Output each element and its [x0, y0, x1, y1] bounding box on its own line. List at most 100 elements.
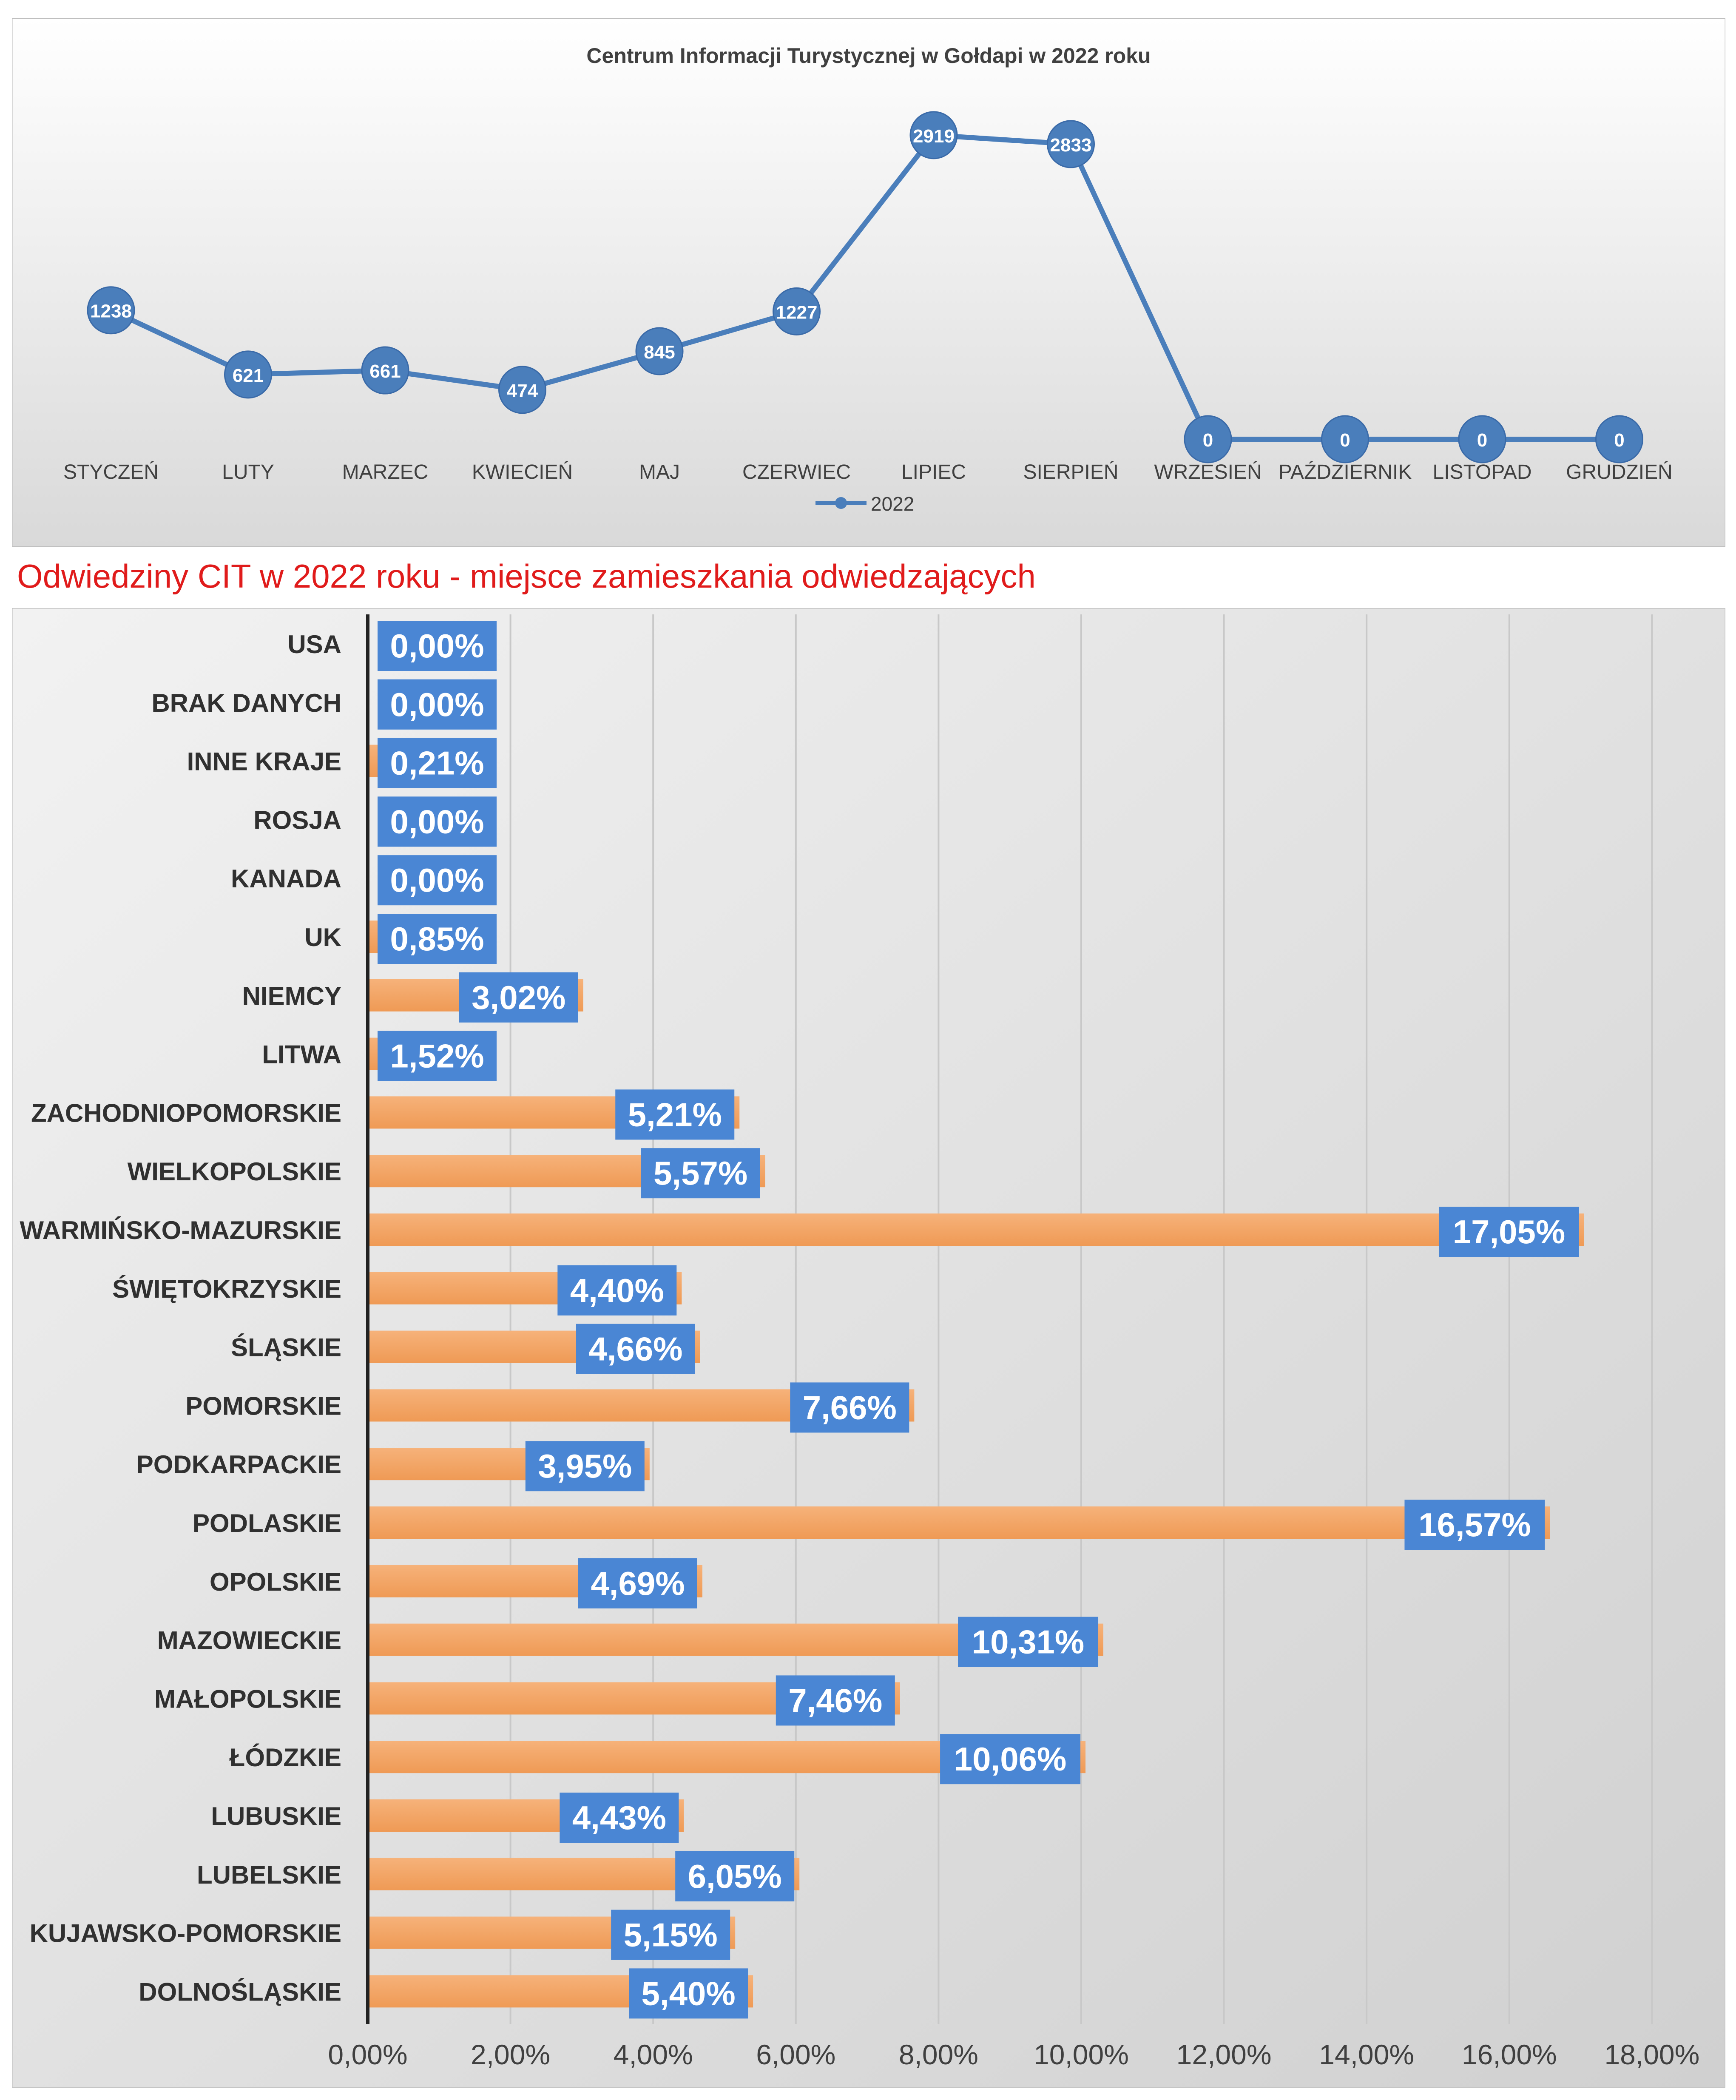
- data-label: 0,00%: [390, 627, 484, 665]
- data-label-box: [940, 1734, 1081, 1785]
- data-label-box: [378, 855, 497, 906]
- category-label: DOLNOŚLĄSKIE: [139, 1978, 341, 2006]
- category-label: LITWA: [262, 1040, 341, 1069]
- data-label: 17,05%: [1453, 1213, 1566, 1250]
- data-label-box: [1404, 1500, 1545, 1550]
- category-label: MAŁOPOLSKIE: [154, 1685, 341, 1713]
- month-label: LUTY: [222, 461, 274, 483]
- x-tick-label: 2,00%: [471, 2039, 550, 2070]
- bar: [368, 1213, 1584, 1246]
- month-label: PAŹDZIERNIK: [1279, 461, 1412, 483]
- data-label-box: [675, 1851, 795, 1901]
- data-label-box: [560, 1793, 679, 1843]
- category-label: ZACHODNIOPOMORSKIE: [31, 1099, 341, 1127]
- data-label-box: [378, 796, 497, 847]
- x-tick-label: 6,00%: [756, 2039, 835, 2070]
- data-label: 1227: [776, 302, 818, 323]
- data-label-box: [611, 1910, 730, 1960]
- data-label-box: [1438, 1207, 1579, 1257]
- x-tick-label: 10,00%: [1034, 2039, 1129, 2070]
- data-point: [773, 287, 821, 335]
- data-label: 4,69%: [591, 1565, 685, 1602]
- data-label: 5,57%: [653, 1154, 747, 1192]
- month-label: CZERWIEC: [742, 461, 851, 483]
- data-label: 5,15%: [624, 1916, 718, 1954]
- x-tick-label: 8,00%: [899, 2039, 978, 2070]
- bar-chart-background: [12, 608, 1725, 2088]
- category-label: LUBUSKIE: [211, 1802, 341, 1830]
- category-label: PODKARPACKIE: [136, 1450, 341, 1479]
- month-label: KWIECIEŃ: [472, 461, 573, 483]
- month-label: GRUDZIEŃ: [1566, 461, 1673, 483]
- category-label: PODLASKIE: [193, 1509, 341, 1537]
- data-label: 7,66%: [803, 1389, 897, 1426]
- data-point: [635, 327, 684, 375]
- data-label-box: [378, 914, 497, 964]
- data-label-box: [790, 1382, 909, 1433]
- line-legend: 2022: [815, 493, 914, 515]
- data-label-box: [641, 1148, 760, 1199]
- category-label: ROSJA: [253, 806, 341, 834]
- category-label: LUBELSKIE: [197, 1861, 341, 1889]
- data-label: 4,40%: [570, 1272, 664, 1309]
- data-label: 1238: [90, 301, 132, 322]
- data-label-box: [615, 1089, 735, 1140]
- month-label: STYCZEŃ: [63, 461, 159, 483]
- x-tick-label: 16,00%: [1462, 2039, 1557, 2070]
- data-point: [498, 366, 546, 414]
- data-point: [1047, 120, 1095, 168]
- data-label-box: [378, 621, 497, 671]
- data-label: 4,66%: [588, 1330, 682, 1368]
- data-label: 2833: [1050, 135, 1092, 156]
- data-label: 845: [644, 342, 675, 363]
- x-tick-label: 18,00%: [1604, 2039, 1699, 2070]
- data-label: 5,40%: [642, 1975, 736, 2012]
- category-label: NIEMCY: [242, 982, 341, 1010]
- x-tick-label: 14,00%: [1319, 2039, 1414, 2070]
- data-label: 5,21%: [628, 1096, 722, 1133]
- data-label: 661: [369, 361, 401, 382]
- data-label: 4,43%: [572, 1799, 666, 1836]
- data-label-box: [958, 1617, 1099, 1667]
- monthly-visits-line-chart: Centrum Informacji Turystycznej w Gołdap…: [12, 18, 1725, 547]
- data-label-box: [776, 1675, 895, 1726]
- data-label: 3,02%: [472, 979, 565, 1016]
- data-label-box: [557, 1265, 677, 1316]
- data-label: 621: [233, 365, 264, 386]
- data-label: 0: [1340, 430, 1350, 451]
- category-label: ŁÓDZKIE: [230, 1743, 341, 1772]
- category-label: BRAK DANYCH: [151, 689, 341, 717]
- category-label: OPOLSKIE: [210, 1568, 341, 1596]
- data-point: [1458, 415, 1506, 463]
- month-label: LISTOPAD: [1433, 461, 1532, 483]
- line-chart-title: Centrum Informacji Turystycznej w Gołdap…: [586, 44, 1151, 68]
- data-label: 0,00%: [390, 686, 484, 723]
- data-label: 0,85%: [390, 920, 484, 958]
- month-label: WRZESIEŃ: [1154, 461, 1262, 483]
- category-label: KUJAWSKO-POMORSKIE: [30, 1919, 341, 1948]
- data-label: 0: [1477, 430, 1487, 451]
- data-label: 3,95%: [538, 1447, 632, 1485]
- bar: [368, 1506, 1550, 1539]
- data-label-box: [459, 972, 578, 1023]
- data-label-box: [378, 738, 497, 788]
- x-tick-label: 4,00%: [614, 2039, 693, 2070]
- data-label-box: [576, 1324, 695, 1374]
- category-label: ŚWIĘTOKRZYSKIE: [112, 1275, 341, 1303]
- data-label: 0: [1203, 430, 1213, 451]
- data-label: 474: [507, 381, 538, 401]
- category-label: USA: [287, 630, 341, 659]
- month-label: LIPIEC: [901, 461, 966, 483]
- data-point: [361, 346, 409, 395]
- category-label: MAZOWIECKIE: [157, 1626, 341, 1655]
- data-label: 6,05%: [688, 1858, 782, 1895]
- residence-bar-chart: USA BRAK DANYCH INNE KRAJE ROSJA KANADA UK NIE…: [12, 608, 1725, 2088]
- data-label: 16,57%: [1418, 1506, 1531, 1543]
- month-label: MARZEC: [342, 461, 429, 483]
- data-point: [87, 286, 135, 335]
- data-label: 2919: [913, 126, 955, 147]
- month-label: MAJ: [639, 461, 680, 483]
- line-legend-label: 2022: [871, 493, 914, 515]
- data-label: 0: [1614, 430, 1624, 451]
- category-label: INNE KRAJE: [187, 747, 341, 776]
